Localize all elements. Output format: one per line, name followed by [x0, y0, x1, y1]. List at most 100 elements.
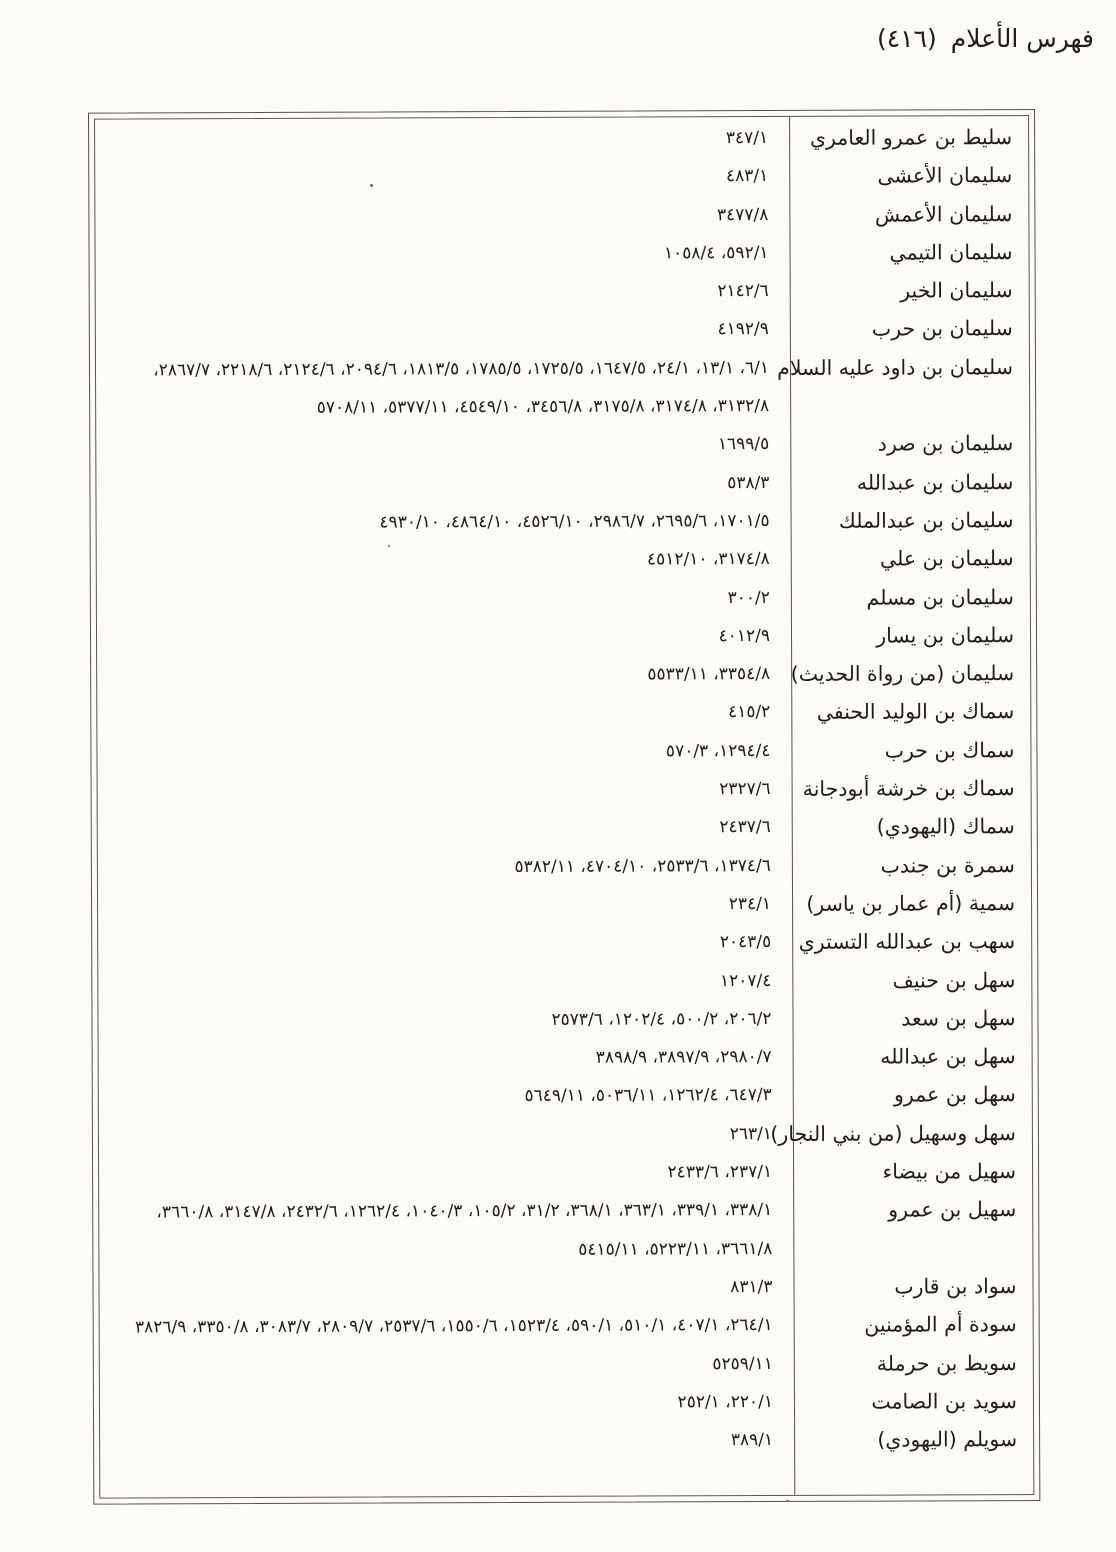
entry-name: سليمان الخير — [900, 278, 1013, 303]
index-entry: سليمان التيمي ٥٩٢/١، ١٠٥٨/٤ — [95, 233, 1028, 275]
reference-line: ٢٩٨٠/٧، ٣٨٩٧/٩، ٣٨٩٨/٩ — [595, 1047, 772, 1068]
entry-name: سمرة بن جندب — [880, 852, 1015, 878]
reference-line: ٢٢٠/١، ٢٥٢/١ — [677, 1391, 774, 1413]
index-entry: سليط بن عمرو العامري ٣٤٧/١ — [95, 118, 1028, 160]
entry-name: سماك بن خرشة أبودجانة — [802, 776, 1015, 801]
entry-references: ٦٤٧/٣، ١٢٦٢/٤، ٥٠٣٦/١١، ٥٦٤٩/١١ — [99, 1076, 794, 1117]
entry-references: ١٧٠١/٥، ٢٦٩٥/٦، ٢٩٨٦/٧، ٤٥٢٦/١٠، ٤٨٦٤/١٠… — [97, 502, 792, 543]
index-entry: سليمان الخير ٢١٤٢/٦ — [96, 271, 1029, 313]
entry-name: سهيل من بيضاء — [882, 1159, 1017, 1184]
index-rows: سليط بن عمرو العامري ٣٤٧/١ سليمان الأعشى ٤٨… — [95, 116, 1033, 1498]
entry-name: سهب بن عبدالله التستري — [798, 929, 1016, 955]
entry-name: سويلم (اليهودي) — [877, 1427, 1018, 1452]
page-title: فهرس الأعلام — [950, 24, 1094, 53]
entry-name: سماك (اليهودي) — [876, 814, 1015, 839]
index-entry: سماك بن حرب ١٢٩٤/٤، ٥٧٠/٣ — [97, 731, 1030, 773]
reference-line: ٥٢٥٩/١١ — [712, 1353, 773, 1374]
index-entry: سويد بن الصامت ٢٢٠/١، ٢٥٢/١ — [100, 1382, 1033, 1424]
reference-line: ٤٠١٢/٩ — [718, 625, 771, 647]
reference-line: ٣٤٧٧/٨ — [716, 204, 769, 225]
noise-speck — [388, 545, 390, 547]
index-entry: سماك بن الوليد الحنفي ٤١٥/٢ — [97, 692, 1030, 734]
index-entry: سليمان بن عبدالله ٥٣٨/٣ — [96, 463, 1029, 505]
reference-line: ٣٦٦١/٨، ٥٢٢٣/١١، ٥٤١٥/١١ — [578, 1238, 773, 1260]
entry-name: سماك بن حرب — [884, 737, 1015, 763]
index-entry: سهيل من بيضاء ٢٣٧/١، ٢٤٣٣/٦ — [99, 1152, 1032, 1194]
index-entry: سماك (اليهودي) ٢٤٣٧/٦ — [98, 807, 1031, 849]
entry-references: ١٣٧٤/٦، ٢٥٣٣/٦، ٤٧٠٤/١٠، ٥٣٨٢/١١ — [98, 847, 793, 888]
entry-name: سليمان بن داود عليه السلام — [777, 354, 1014, 380]
reference-line: ١٦٩٩/٥ — [717, 434, 770, 455]
entry-references: ٣٠٠/٢ — [97, 578, 792, 619]
reference-line: ٣٠٠/٢ — [727, 587, 770, 608]
reference-line: ٤١٩٢/٩ — [717, 319, 769, 340]
entry-references: ٤٠١٢/٩ — [97, 617, 792, 658]
entry-name: سليمان بن علي — [879, 546, 1014, 571]
index-entry: سليمان بن مسلم ٣٠٠/٢ — [97, 578, 1030, 620]
reference-line: ٢٣٧/١، ٢٤٣٣/٦ — [667, 1162, 773, 1183]
reference-line: ٢٣٤/١ — [728, 893, 772, 915]
index-entry: سهل بن سعد ٢٠٦/٢، ٥٠٠/٢، ١٢٠٢/٤، ٢٥٧٣/٦ — [98, 999, 1031, 1041]
entry-name: سليمان الأعشى — [877, 163, 1013, 188]
entry-name: سهل بن عبدالله — [880, 1044, 1016, 1069]
reference-line: ٥٣٨/٣ — [727, 472, 770, 493]
index-entry: سويط بن حرملة ٥٢٥٩/١١ — [100, 1344, 1033, 1386]
reference-line: ٣٣٨/١، ٣٣٩/١، ٣٦٣/١، ٣٦٨/١، ٣١/٢، ١٠٥/٢،… — [156, 1200, 773, 1223]
reference-line: ٣٤٧/١ — [725, 128, 769, 149]
entry-references: ٢٦٣/١ — [99, 1115, 794, 1156]
index-entry: سليمان بن عبدالملك ١٧٠١/٥، ٢٦٩٥/٦، ٢٩٨٦/٧… — [97, 501, 1030, 543]
index-entry: سمرة بن جندب ١٣٧٤/٦، ٢٥٣٣/٦، ٤٧٠٤/١٠، ٥٣٨… — [98, 846, 1031, 888]
entry-name: سليمان بن عبدالله — [856, 469, 1014, 495]
page-number: (٤١٦) — [876, 24, 937, 53]
entry-references: ٣١٧٤/٨، ٤٥١٢/١٠ — [97, 540, 792, 581]
reference-line: ١٢٩٤/٤، ٥٧٠/٣ — [665, 740, 771, 762]
entry-references: ٢٦٤/١، ٤٠٧/١، ٥١٠/١، ٥٩٠/١، ١٥٢٣/٤، ١٥٥٠… — [100, 1306, 795, 1347]
entry-name: سهيل بن عمرو — [888, 1197, 1017, 1222]
index-entry: سودة أم المؤمنين ٢٦٤/١، ٤٠٧/١، ٥١٠/١، ٥٩٠… — [100, 1305, 1033, 1347]
entry-name: سماك بن الوليد الحنفي — [816, 699, 1015, 725]
entry-name: سليمان بن صرد — [877, 431, 1014, 456]
entry-references: ٢٢٠/١، ٢٥٢/١ — [100, 1383, 795, 1424]
index-entry: سليمان بن داود عليه السلام ٦/١، ١٣/١، ٢٤/… — [96, 348, 1029, 428]
index-entry: سماك بن خرشة أبودجانة ٢٣٢٧/٦ — [98, 769, 1031, 811]
entry-references: ٢٤٣٧/٦ — [98, 808, 793, 849]
index-entry: سليمان (من رواة الحديث) ٣٣٥٤/٨، ٥٥٣٣/١١ — [97, 654, 1030, 696]
entry-references: ٢٣٤/١ — [98, 885, 793, 926]
index-entry: سهب بن عبدالله التستري ٢٠٤٣/٥ — [98, 922, 1031, 964]
entry-name: سليمان التيمي — [889, 239, 1013, 265]
reference-line: ٥٩٢/١، ١٠٥٨/٤ — [663, 242, 769, 264]
entry-name: سليمان بن مسلم — [866, 584, 1014, 610]
entry-references: ٦/١، ١٣/١، ٢٤/١، ١٦٤٧/٥، ١٧٢٥/٥، ١٧٨٥/٥،… — [96, 349, 791, 428]
entry-references: ٥٢٥٩/١١ — [100, 1344, 795, 1385]
reference-line: ٦٤٧/٣، ١٢٦٢/٤، ٥٠٣٦/١١، ٥٦٤٩/١١ — [524, 1085, 772, 1107]
entry-references: ٣٣٥٤/٨، ٥٥٣٣/١١ — [97, 655, 792, 696]
reference-line: ٢٠٤٣/٥ — [719, 932, 772, 953]
reference-line: ٢٤٣٧/٦ — [719, 817, 771, 838]
reference-line: ١٢٠٧/٤ — [719, 970, 772, 991]
entry-name: سليمان الأعمش — [874, 201, 1013, 227]
entry-name: سليمان (من رواة الحديث) — [790, 661, 1015, 687]
entry-references: ٢٠٤٣/٥ — [98, 923, 793, 964]
index-entry: سهل وسهيل (من بني النجار) ٢٦٣/١ — [99, 1114, 1032, 1156]
entry-references: ٣٣٨/١، ٣٣٩/١، ٣٦٣/١، ٣٦٨/١، ٣١/٢، ١٠٥/٢،… — [99, 1191, 794, 1270]
entry-name: سمية (أم عمار بن ياسر) — [806, 891, 1016, 916]
entry-name: سهل بن عمرو — [893, 1082, 1016, 1107]
index-entry: سهل بن عبدالله ٢٩٨٠/٧، ٣٨٩٧/٩، ٣٨٩٨/٩ — [99, 1037, 1032, 1079]
index-entry: سليمان الأعمش ٣٤٧٧/٨ — [95, 195, 1028, 237]
entry-references: ٤٨٣/١ — [95, 157, 790, 198]
index-entry: سويلم (اليهودي) ٣٨٩/١ — [100, 1420, 1033, 1462]
noise-speck — [786, 1500, 789, 1502]
index-entry: سليمان بن يسار ٤٠١٢/٩ — [97, 616, 1030, 658]
index-entry: سليمان الأعشى ٤٨٣/١ — [95, 156, 1028, 198]
entry-references: ٤١٩٢/٩ — [96, 310, 791, 351]
entry-name: سهل بن حنيف — [892, 967, 1016, 993]
entry-name: سليمان بن يسار — [876, 622, 1015, 648]
entry-references: ٣٤٧٧/٨ — [95, 196, 790, 237]
index-entry: سهيل بن عمرو ٣٣٨/١، ٣٣٩/١، ٣٦٣/١، ٣٦٨/١، … — [99, 1190, 1032, 1270]
reference-line: ١٧٠١/٥، ٢٦٩٥/٦، ٢٩٨٦/٧، ٤٥٢٦/١٠، ٤٨٦٤/١٠… — [379, 510, 770, 533]
index-entry: سليمان بن حرب ٤١٩٢/٩ — [96, 310, 1029, 352]
entry-name: سواد بن قارب — [894, 1273, 1017, 1299]
entry-references: ١٢٠٧/٤ — [98, 961, 793, 1002]
entry-name: سهل وسهيل (من بني النجار) — [770, 1120, 1016, 1146]
index-entry: سهل بن عمرو ٦٤٧/٣، ١٢٦٢/٤، ٥٠٣٦/١١، ٥٦٤٩/… — [99, 1075, 1032, 1117]
